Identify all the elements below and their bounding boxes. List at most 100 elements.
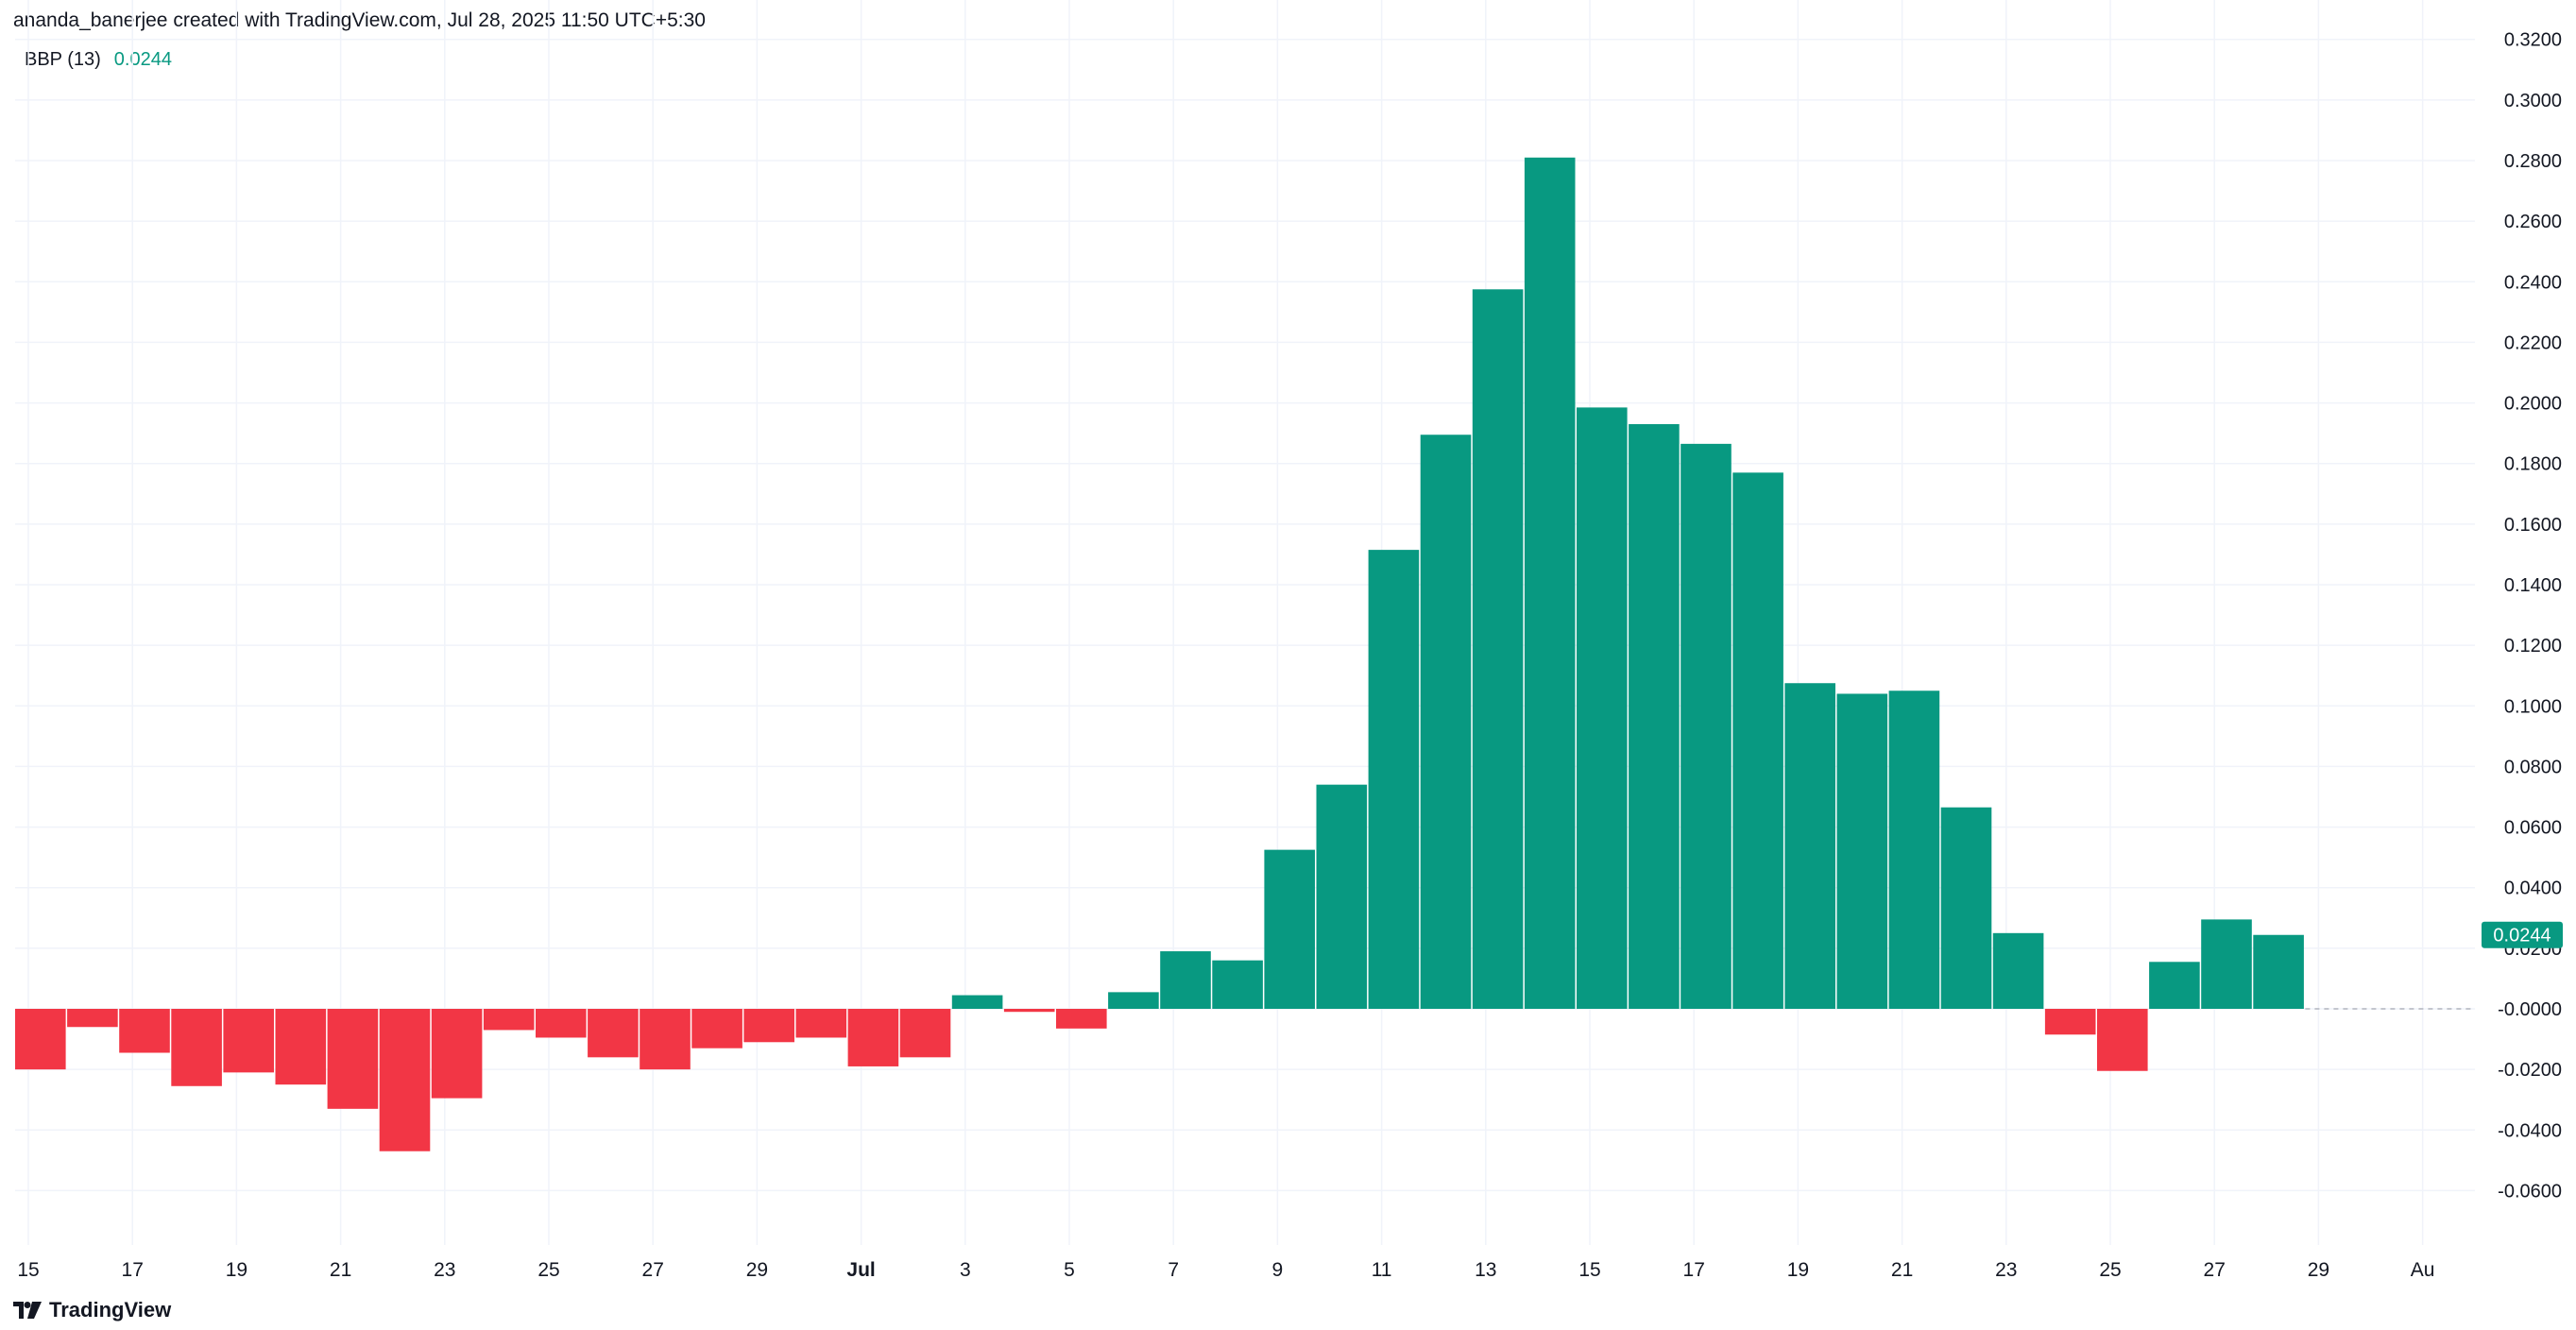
histogram-bar [1732,472,1783,1010]
y-tick-label: 0.1200 [2504,636,2562,656]
x-tick-label: 29 [2308,1259,2329,1281]
x-tick-label: 21 [330,1259,351,1281]
x-tick-label: 21 [1891,1259,1913,1281]
indicator-legend[interactable]: BBP (13) 0.0244 [25,49,172,71]
histogram-bar [2149,962,2200,1009]
histogram-bar [171,1009,222,1086]
y-tick-label: 0.2400 [2504,272,2562,293]
indicator-name: BBP (13) [25,49,101,70]
histogram-bar [1992,932,2044,1009]
x-tick-label: 9 [1272,1259,1284,1281]
histogram-bar [951,995,1003,1009]
histogram-bar [1160,951,1211,1009]
histogram-bar [899,1009,951,1058]
y-tick-label: -0.0600 [2498,1181,2562,1202]
x-tick-label: 25 [537,1259,559,1281]
tradingview-brand[interactable]: TradingView [13,1298,171,1322]
x-tick-label: 23 [1995,1259,2017,1281]
histogram-bar [1212,960,1263,1009]
y-tick-label: 0.1000 [2504,696,2562,717]
x-tick-label: 7 [1168,1259,1179,1281]
histogram-bar [431,1009,483,1099]
histogram-bar [588,1009,639,1058]
histogram-bar [1472,289,1524,1009]
y-tick-label: 0.1600 [2504,515,2562,536]
x-tick-label: 3 [960,1259,971,1281]
x-tick-label: 5 [1064,1259,1075,1281]
y-tick-label: 0.3200 [2504,30,2562,51]
histogram-bar [795,1009,847,1038]
y-tick-label: 0.2200 [2504,332,2562,353]
x-tick-label: 23 [434,1259,455,1281]
histogram-bar [743,1009,794,1043]
x-tick-label: 17 [122,1259,144,1281]
histogram-bar [1108,992,1159,1009]
chart-attribution: ananda_banerjee created with TradingView… [13,9,706,31]
brand-label: TradingView [49,1298,172,1321]
histogram-bar [1264,849,1315,1009]
x-tick-label: 17 [1683,1259,1705,1281]
histogram-bar [1577,407,1628,1009]
x-tick-label: 25 [2099,1259,2121,1281]
x-tick-label: 27 [642,1259,664,1281]
y-tick-label: 0.3000 [2504,91,2562,111]
histogram-bar [1524,157,1576,1010]
y-tick-label: 0.0600 [2504,818,2562,839]
y-tick-label: 0.2800 [2504,151,2562,172]
histogram-bar [119,1009,170,1053]
histogram-bar [223,1009,274,1073]
histogram-bar [1836,693,1888,1009]
histogram-bar [1368,550,1420,1009]
histogram-bar [2201,919,2252,1009]
indicator-value: 0.0244 [113,49,172,70]
last-value-label: 0.0244 [2493,926,2550,946]
histogram-bar [2253,934,2304,1009]
histogram-bar [1056,1009,1107,1029]
tradingview-logo-icon [13,1302,42,1319]
histogram-bar [275,1009,327,1085]
histogram-bar [1629,424,1680,1009]
x-axis[interactable]: 15 17 19 21 23 25 27 29 Jul 3 5 7 9 11 13 15 17 19 21 23 25 2… [17,1259,2434,1281]
x-tick-label: 11 [1372,1259,1392,1281]
x-tick-label: 19 [226,1259,247,1281]
histogram-bar [536,1009,587,1038]
histogram-bar [483,1009,535,1031]
grid-layer [15,0,2475,1245]
histogram-bar [847,1009,899,1066]
y-tick-label: -0.0000 [2498,999,2562,1020]
x-tick-label: Jul [846,1259,875,1281]
histogram-bar [379,1009,431,1151]
histogram-bar [15,1009,66,1070]
last-value-badge [2482,921,2563,948]
histogram-bar [1888,691,1940,1009]
histogram-bar [1784,683,1835,1009]
y-axis[interactable]: 0.3200 0.3000 0.2800 0.2600 0.2400 0.2200 0.20… [2482,30,2563,1202]
histogram-bar [327,1009,379,1109]
y-tick-label: 0.0800 [2504,757,2562,777]
y-tick-label: 0.2000 [2504,394,2562,415]
x-tick-label: 13 [1475,1259,1496,1281]
histogram-bar [691,1009,742,1049]
y-tick-label: -0.0400 [2498,1120,2562,1141]
histogram-bar [2044,1009,2096,1035]
histogram-bar [1680,443,1732,1009]
histogram-bar [1316,784,1368,1009]
y-tick-label: 0.1800 [2504,454,2562,475]
histogram-bar [640,1009,691,1070]
x-tick-label: 19 [1787,1259,1809,1281]
x-tick-label: 15 [1578,1259,1600,1281]
histogram-bar [1420,435,1472,1009]
x-tick-label: 15 [17,1259,39,1281]
histogram-bar [1003,1009,1055,1013]
x-tick-label: 27 [2204,1259,2226,1281]
y-tick-label: -0.0200 [2498,1060,2562,1081]
histogram-bar [67,1009,118,1028]
bars-layer [15,157,2304,1151]
y-tick-label: 0.2600 [2504,212,2562,232]
x-tick-label: 29 [746,1259,768,1281]
histogram-bar [2097,1009,2148,1071]
y-tick-label: 0.1400 [2504,575,2562,596]
y-tick-label: 0.0400 [2504,878,2562,899]
histogram-bar [1940,807,1992,1009]
